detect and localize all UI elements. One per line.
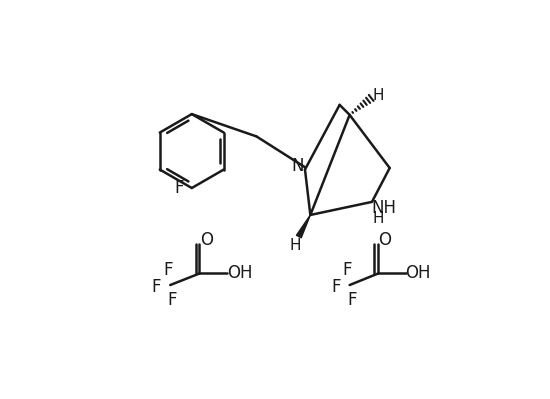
- Text: F: F: [168, 291, 177, 310]
- Text: NH: NH: [372, 199, 397, 217]
- Text: O: O: [200, 231, 213, 249]
- Text: F: F: [175, 179, 184, 197]
- Text: OH: OH: [227, 265, 252, 282]
- Text: N: N: [291, 157, 304, 175]
- Text: O: O: [378, 231, 392, 249]
- Text: OH: OH: [405, 265, 431, 282]
- Text: H: H: [372, 88, 384, 103]
- Text: F: F: [343, 261, 352, 279]
- Text: F: F: [152, 278, 161, 296]
- Text: F: F: [163, 261, 173, 279]
- Text: H: H: [372, 211, 384, 226]
- Text: F: F: [331, 278, 340, 296]
- Text: F: F: [347, 291, 357, 310]
- Text: H: H: [289, 238, 301, 253]
- Polygon shape: [296, 215, 310, 238]
